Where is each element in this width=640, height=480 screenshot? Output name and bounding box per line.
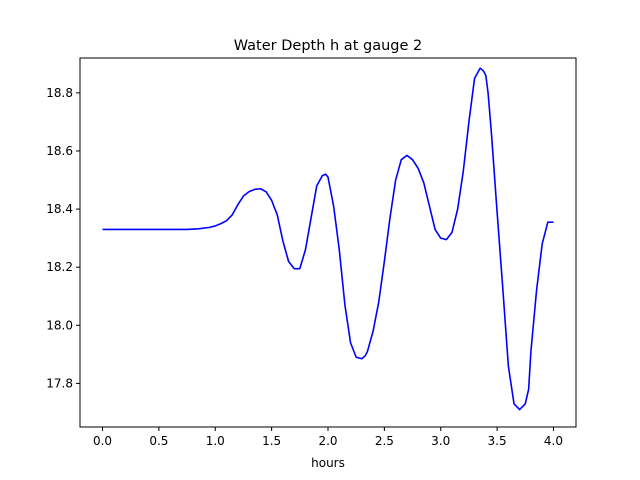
x-axis-label: hours bbox=[311, 456, 345, 470]
x-tick-label: 2.0 bbox=[318, 434, 337, 448]
y-tick-label: 18.0 bbox=[46, 318, 73, 332]
x-tick-label: 1.0 bbox=[206, 434, 225, 448]
axes-frame bbox=[79, 57, 577, 428]
chart-title: Water Depth h at gauge 2 bbox=[234, 38, 422, 54]
y-tick-label: 18.8 bbox=[46, 86, 73, 100]
y-tick-label: 18.6 bbox=[46, 144, 73, 158]
x-tick-label: 3.5 bbox=[488, 434, 507, 448]
x-tick-label: 2.5 bbox=[375, 434, 394, 448]
x-tick-label: 4.0 bbox=[544, 434, 563, 448]
y-tick-label: 17.8 bbox=[46, 376, 73, 390]
axis-ticks: 0.0 0.5 1.0 1.5 2.0 2.5 3.0 3.5 4.0 17.8 18.0 18.2 1… bbox=[46, 86, 563, 448]
y-tick-label: 18.4 bbox=[46, 202, 73, 216]
x-tick-label: 0.5 bbox=[149, 434, 168, 448]
series-line bbox=[102, 67, 554, 411]
x-tick-label: 0.0 bbox=[93, 434, 112, 448]
x-tick-label: 1.5 bbox=[262, 434, 281, 448]
y-tick-label: 18.2 bbox=[46, 260, 73, 274]
plot-area bbox=[102, 67, 554, 411]
x-tick-label: 3.0 bbox=[431, 434, 450, 448]
